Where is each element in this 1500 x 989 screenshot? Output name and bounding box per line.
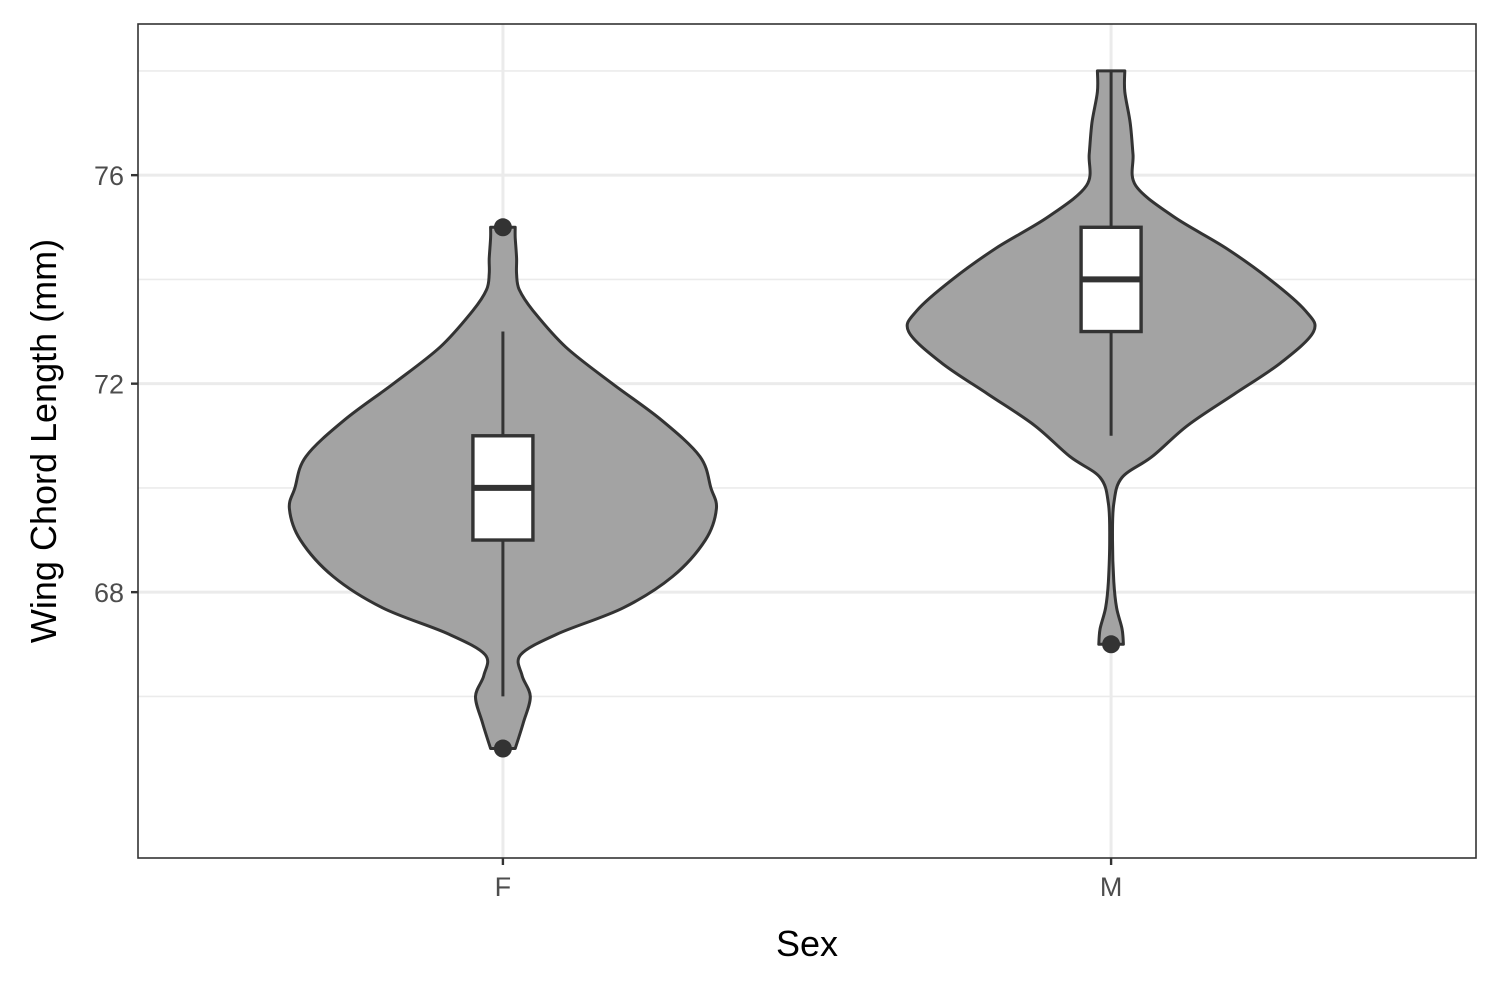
outlier-point-F <box>493 739 512 758</box>
y-tick-label: 76 <box>94 161 124 191</box>
axes: 68 72 76 F M <box>94 161 1122 902</box>
outlier-point-F <box>493 218 512 237</box>
y-tick-label: 72 <box>94 370 124 400</box>
outlier-point-M <box>1102 635 1121 654</box>
y-axis-title: Wing Chord Length (mm) <box>23 239 64 643</box>
plot-panel-border <box>137 23 1477 859</box>
x-tick-label: M <box>1100 872 1123 902</box>
x-axis-title: Sex <box>776 923 838 964</box>
violin-plots <box>287 69 1317 758</box>
y-tick-label: 68 <box>94 578 124 608</box>
x-tick-label: F <box>495 872 512 902</box>
